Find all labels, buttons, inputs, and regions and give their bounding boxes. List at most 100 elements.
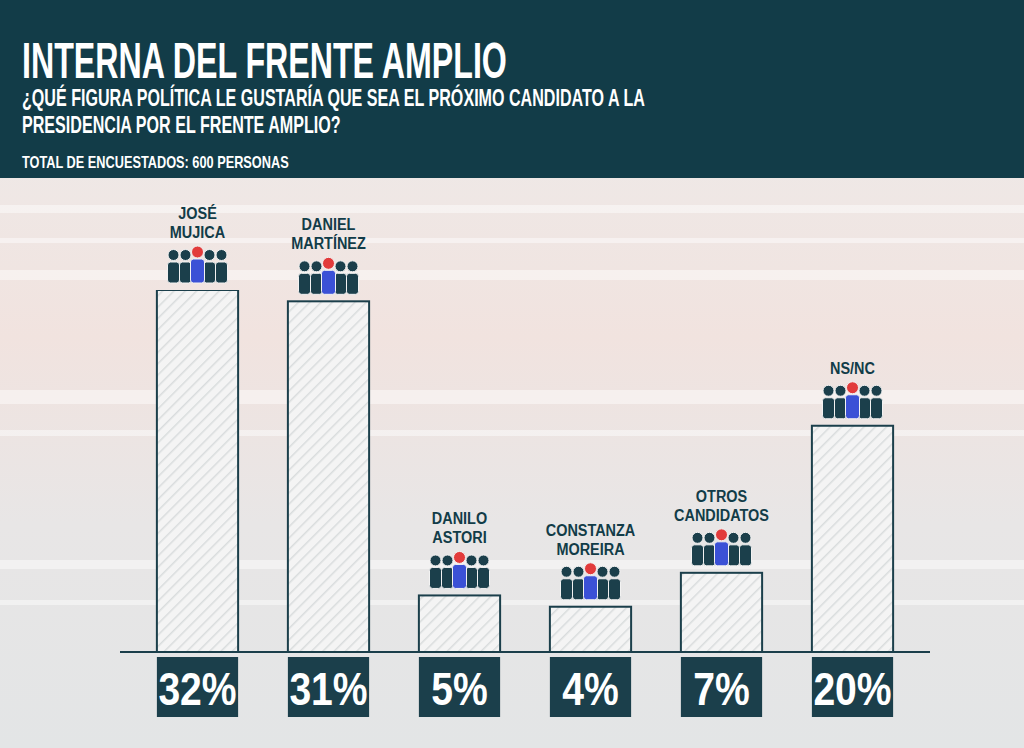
category-label-group: DANIELMARTÍNEZ	[291, 215, 366, 252]
icon-body	[335, 273, 347, 294]
subtitle-group: ¿QUÉ FIGURA POLÍTICA LE GUSTARÍA QUE SEA…	[22, 84, 645, 138]
background	[0, 0, 1024, 748]
icon-body	[168, 262, 180, 283]
icon-body	[584, 576, 598, 600]
stripe	[0, 270, 1024, 280]
icon-head	[311, 261, 322, 272]
icon-body	[573, 579, 585, 600]
icon-head	[823, 385, 834, 396]
header	[0, 0, 1024, 178]
icon-body	[322, 270, 336, 294]
data-label: 20%	[813, 663, 891, 715]
data-label-group: 32%	[158, 663, 236, 715]
label-box	[681, 657, 762, 717]
icon-head	[704, 532, 715, 543]
label-box	[419, 657, 500, 717]
icon-head	[597, 566, 608, 577]
icon-head	[859, 385, 870, 396]
icon-head	[192, 246, 204, 258]
icon-head	[573, 566, 584, 577]
icon-body	[597, 579, 609, 600]
data-label: 31%	[289, 663, 367, 715]
data-labels: 32% 31% 5% 4% 7% 20%	[157, 657, 893, 717]
bar	[288, 301, 369, 652]
icon-body	[180, 262, 192, 283]
category-label-group: CONSTANZAMOREIRA	[546, 521, 636, 558]
icon-body	[204, 262, 216, 283]
icons	[168, 246, 883, 600]
icon-body	[609, 579, 621, 600]
icon-body	[191, 259, 205, 283]
icon-body	[478, 567, 490, 588]
icon-body	[859, 398, 871, 419]
title: INTERNA DEL FRENTE AMPLIO	[22, 33, 507, 89]
icon-head	[216, 250, 227, 261]
bar	[812, 426, 893, 652]
label-box	[288, 657, 369, 717]
icon-body	[846, 395, 860, 419]
data-label: 32%	[158, 663, 236, 715]
annotation: TOTAL DE ENCUESTADOS: 600 PERSONAS	[22, 152, 289, 171]
icon-body	[430, 567, 442, 588]
icon-head	[692, 532, 703, 543]
icon-head	[561, 566, 572, 577]
icon-head	[204, 250, 215, 261]
subtitle: ¿QUÉ FIGURA POLÍTICA LE GUSTARÍA QUE SEA…	[22, 84, 645, 138]
category-label: CONSTANZAMOREIRA	[546, 521, 636, 558]
category-label: DANIELMARTÍNEZ	[291, 215, 366, 252]
category-label: JOSÉMUJICA	[170, 203, 225, 241]
icon-head	[609, 566, 620, 577]
bar	[681, 573, 762, 652]
icon-body	[715, 542, 729, 566]
icon-head	[478, 555, 489, 566]
icon-head	[740, 532, 751, 543]
icon-body	[704, 545, 716, 566]
icon-body	[453, 564, 467, 588]
icon-body	[823, 398, 835, 419]
category-label-group: JOSÉMUJICA	[170, 203, 225, 241]
category-labels: JOSÉMUJICA DANIELMARTÍNEZ DANILOASTORI CONS…	[170, 203, 875, 558]
data-label-group: 4%	[562, 663, 619, 715]
data-label: 4%	[562, 663, 619, 715]
icon-body	[728, 545, 740, 566]
label-box	[550, 657, 631, 717]
data-label: 5%	[431, 663, 488, 715]
icon-head	[335, 261, 346, 272]
icon-head	[871, 385, 882, 396]
bars	[157, 290, 893, 652]
people-icon	[168, 246, 228, 283]
title-group: INTERNA DEL FRENTE AMPLIO	[22, 33, 507, 89]
data-label-group: 31%	[289, 663, 367, 715]
data-label: 7%	[693, 663, 750, 715]
stripe	[0, 238, 1024, 243]
category-label: OTROSCANDIDATOS	[674, 487, 769, 524]
bar	[157, 290, 238, 652]
label-box	[812, 657, 893, 717]
icon-body	[299, 273, 311, 294]
icon-body	[347, 273, 359, 294]
icon-head	[835, 385, 846, 396]
category-label-group: OTROSCANDIDATOS	[674, 487, 769, 524]
people-icon	[430, 551, 490, 588]
icon-head	[347, 261, 358, 272]
icon-body	[466, 567, 478, 588]
icon-body	[871, 398, 883, 419]
category-label: DANILOASTORI	[432, 509, 487, 546]
data-label-group: 7%	[693, 663, 750, 715]
data-label-group: 20%	[813, 663, 891, 715]
icon-body	[442, 567, 454, 588]
people-icon	[561, 563, 621, 600]
icon-head	[728, 532, 739, 543]
icon-head	[466, 555, 477, 566]
chart: INTERNA DEL FRENTE AMPLIO¿QUÉ FIGURA POL…	[0, 0, 1024, 748]
category-label-group: DANILOASTORI	[432, 509, 487, 546]
icon-head	[847, 382, 859, 394]
icon-body	[835, 398, 847, 419]
people-icon	[299, 257, 359, 294]
icon-head	[180, 250, 191, 261]
stripe	[0, 205, 1024, 213]
data-label-group: 5%	[431, 663, 488, 715]
icon-head	[323, 257, 335, 269]
category-label-group: NS/NC	[830, 359, 875, 377]
icon-body	[311, 273, 323, 294]
